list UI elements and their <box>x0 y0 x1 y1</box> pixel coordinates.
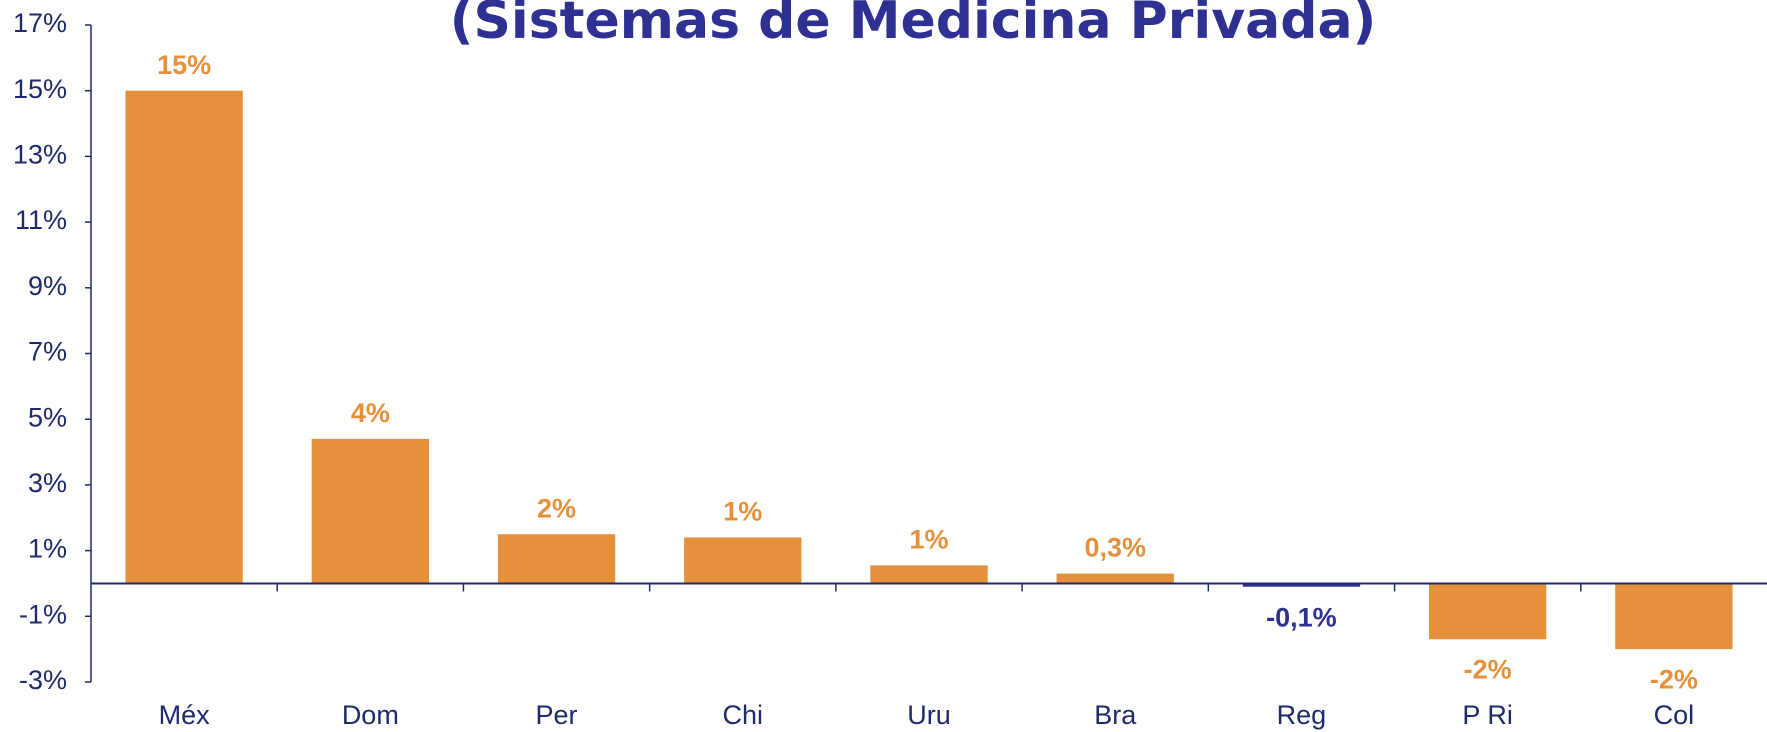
bar <box>311 438 429 584</box>
x-tick-label: Per <box>536 700 578 730</box>
bar <box>125 90 243 584</box>
bar <box>870 565 988 584</box>
x-tick-label: Dom <box>342 700 399 730</box>
bar <box>1242 583 1361 587</box>
y-tick-label: 1% <box>28 534 67 564</box>
y-tick-label: 5% <box>28 402 67 432</box>
y-tick-label: 15% <box>13 74 67 104</box>
data-label: 1% <box>723 497 762 527</box>
y-tick-label: -1% <box>19 599 67 629</box>
x-tick-label: P Ri <box>1462 700 1513 730</box>
data-label: -2% <box>1464 654 1512 684</box>
data-label: -0,1% <box>1266 603 1337 633</box>
bar <box>1056 573 1174 584</box>
y-tick-label: 9% <box>28 271 67 301</box>
data-label: 15% <box>157 50 211 80</box>
bar <box>684 537 802 584</box>
x-tick-label: Méx <box>159 700 211 730</box>
y-tick-label: 13% <box>13 140 67 170</box>
y-tick-label: 11% <box>15 205 67 235</box>
bar <box>1615 583 1733 650</box>
x-tick-label: Uru <box>907 700 951 730</box>
bar <box>1429 583 1547 640</box>
x-tick-label: Col <box>1654 700 1695 730</box>
data-label: -2% <box>1650 664 1698 694</box>
data-label: 2% <box>537 493 576 523</box>
x-tick-label: Chi <box>723 700 764 730</box>
y-tick-label: 3% <box>28 468 67 498</box>
chart-title: (Sistemas de Medicina Privada) <box>450 0 1377 51</box>
x-tick-label: Reg <box>1277 700 1327 730</box>
y-tick-label: 7% <box>28 337 67 367</box>
data-label: 4% <box>351 398 390 428</box>
bar <box>497 534 616 584</box>
y-tick-label: 17% <box>13 8 67 38</box>
x-tick-label: Bra <box>1094 700 1137 730</box>
y-tick-label: -3% <box>19 665 67 695</box>
data-label: 1% <box>909 525 948 555</box>
data-label: 0,3% <box>1084 533 1146 563</box>
